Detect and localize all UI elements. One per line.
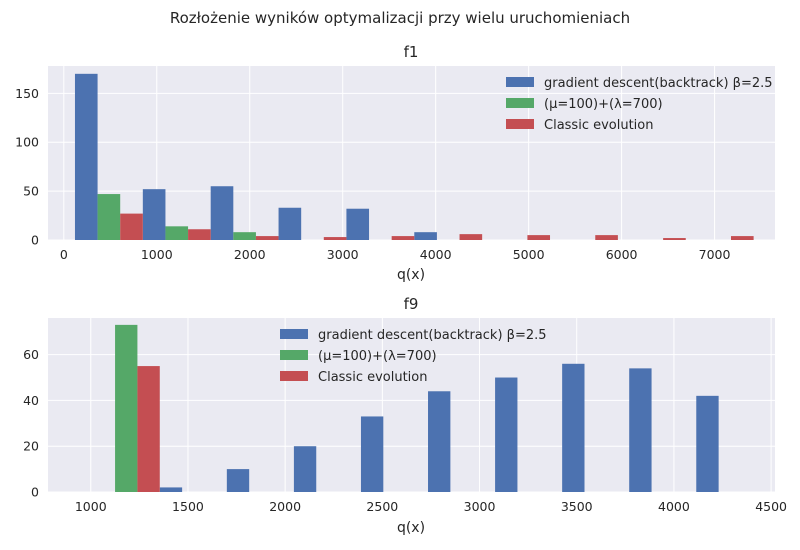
subplot-title: f9 (404, 295, 419, 313)
x-axis-label: q(x) (397, 267, 425, 283)
axes-background (48, 66, 775, 240)
histogram-bar (595, 235, 618, 240)
x-tick-label: 1500 (172, 499, 204, 514)
histogram-bar (730, 236, 754, 240)
y-tick-label: 20 (23, 439, 39, 454)
legend: gradient descent(backtrack) β=2.5 (μ=100)… (280, 328, 547, 385)
x-tick-label: 5000 (513, 247, 545, 262)
histogram-bar (414, 232, 437, 240)
legend-swatch (280, 329, 308, 339)
histogram-bar (255, 236, 279, 240)
histogram-bar (562, 363, 585, 492)
axes-background (48, 318, 775, 492)
x-tick-label: 1000 (141, 247, 173, 262)
histogram-bar (137, 366, 160, 492)
legend-entry: Classic evolution (544, 118, 654, 133)
histogram-bar (233, 232, 256, 240)
histogram-bar (696, 395, 719, 492)
histogram-bar (165, 226, 189, 240)
legend-swatch (280, 350, 308, 360)
x-tick-label: 2000 (269, 499, 301, 514)
plot-area: 1000 1500 2000 2500 3000 3500 4000 4500 0 20 40 60 g… (23, 318, 787, 514)
histogram-bar (663, 238, 686, 240)
y-tick-label: 150 (15, 86, 39, 101)
plot-area: 0 1000 2000 3000 4000 5000 6000 7000 0 50 100 150 gr… (15, 66, 775, 262)
y-tick-label: 100 (15, 135, 39, 150)
histogram-bar (142, 189, 166, 240)
x-axis-label: q(x) (397, 520, 425, 536)
y-tick-label: 50 (23, 184, 39, 199)
x-tick-label: 3000 (327, 247, 359, 262)
histogram-bar (495, 377, 518, 492)
legend-entry: gradient descent(backtrack) β=2.5 (318, 328, 547, 343)
legend-swatch (280, 371, 308, 381)
histogram-bar (74, 73, 98, 240)
x-tick-label: 3000 (464, 499, 496, 514)
histogram-bar (278, 207, 302, 240)
histogram-bar (188, 229, 211, 240)
legend-entry: (μ=100)+(λ=700) (544, 97, 663, 112)
subplot-f9: 1000 1500 2000 2500 3000 3500 4000 4500 0 20 40 60 g… (23, 295, 787, 536)
x-tick-label: 4000 (658, 499, 690, 514)
x-tick-label: 4000 (420, 247, 452, 262)
histogram-bar (629, 368, 652, 492)
histogram-bar (115, 324, 138, 492)
legend: gradient descent(backtrack) β=2.5 (μ=100)… (506, 76, 773, 133)
x-tick-label: 6000 (606, 247, 638, 262)
histogram-bar (159, 487, 183, 492)
legend-swatch (506, 119, 534, 129)
x-tick-label: 2500 (366, 499, 398, 514)
histogram-bar (428, 391, 451, 492)
figure-suptitle: Rozłożenie wyników optymalizacji przy wi… (170, 9, 630, 27)
histogram-bar (323, 237, 347, 240)
subplot-title: f1 (404, 43, 419, 61)
histogram-bar (527, 235, 551, 240)
histogram-bar (391, 236, 415, 240)
histogram-bar (459, 234, 483, 240)
x-tick-label: 4500 (755, 499, 787, 514)
subplot-f1: 0 1000 2000 3000 4000 5000 6000 7000 0 50 100 150 gr… (15, 43, 775, 283)
x-tick-label: 7000 (699, 247, 731, 262)
histogram-bar (120, 213, 143, 240)
legend-entry: gradient descent(backtrack) β=2.5 (544, 76, 773, 91)
histogram-bar (293, 446, 317, 492)
y-tick-label: 40 (23, 393, 39, 408)
y-tick-label: 0 (31, 485, 39, 500)
histogram-bar (226, 469, 250, 492)
x-tick-label: 0 (60, 247, 68, 262)
legend-swatch (506, 98, 534, 108)
x-tick-label: 2000 (234, 247, 266, 262)
x-tick-label: 3500 (561, 499, 593, 514)
legend-entry: (μ=100)+(λ=700) (318, 349, 437, 364)
histogram-bar (346, 208, 370, 240)
histogram-bar (360, 416, 384, 492)
legend-swatch (506, 77, 534, 87)
histogram-bar (97, 194, 121, 240)
y-tick-label: 60 (23, 347, 39, 362)
y-tick-label: 0 (31, 233, 39, 248)
histogram-bar (210, 186, 234, 240)
legend-entry: Classic evolution (318, 370, 428, 385)
x-tick-label: 1000 (75, 499, 107, 514)
